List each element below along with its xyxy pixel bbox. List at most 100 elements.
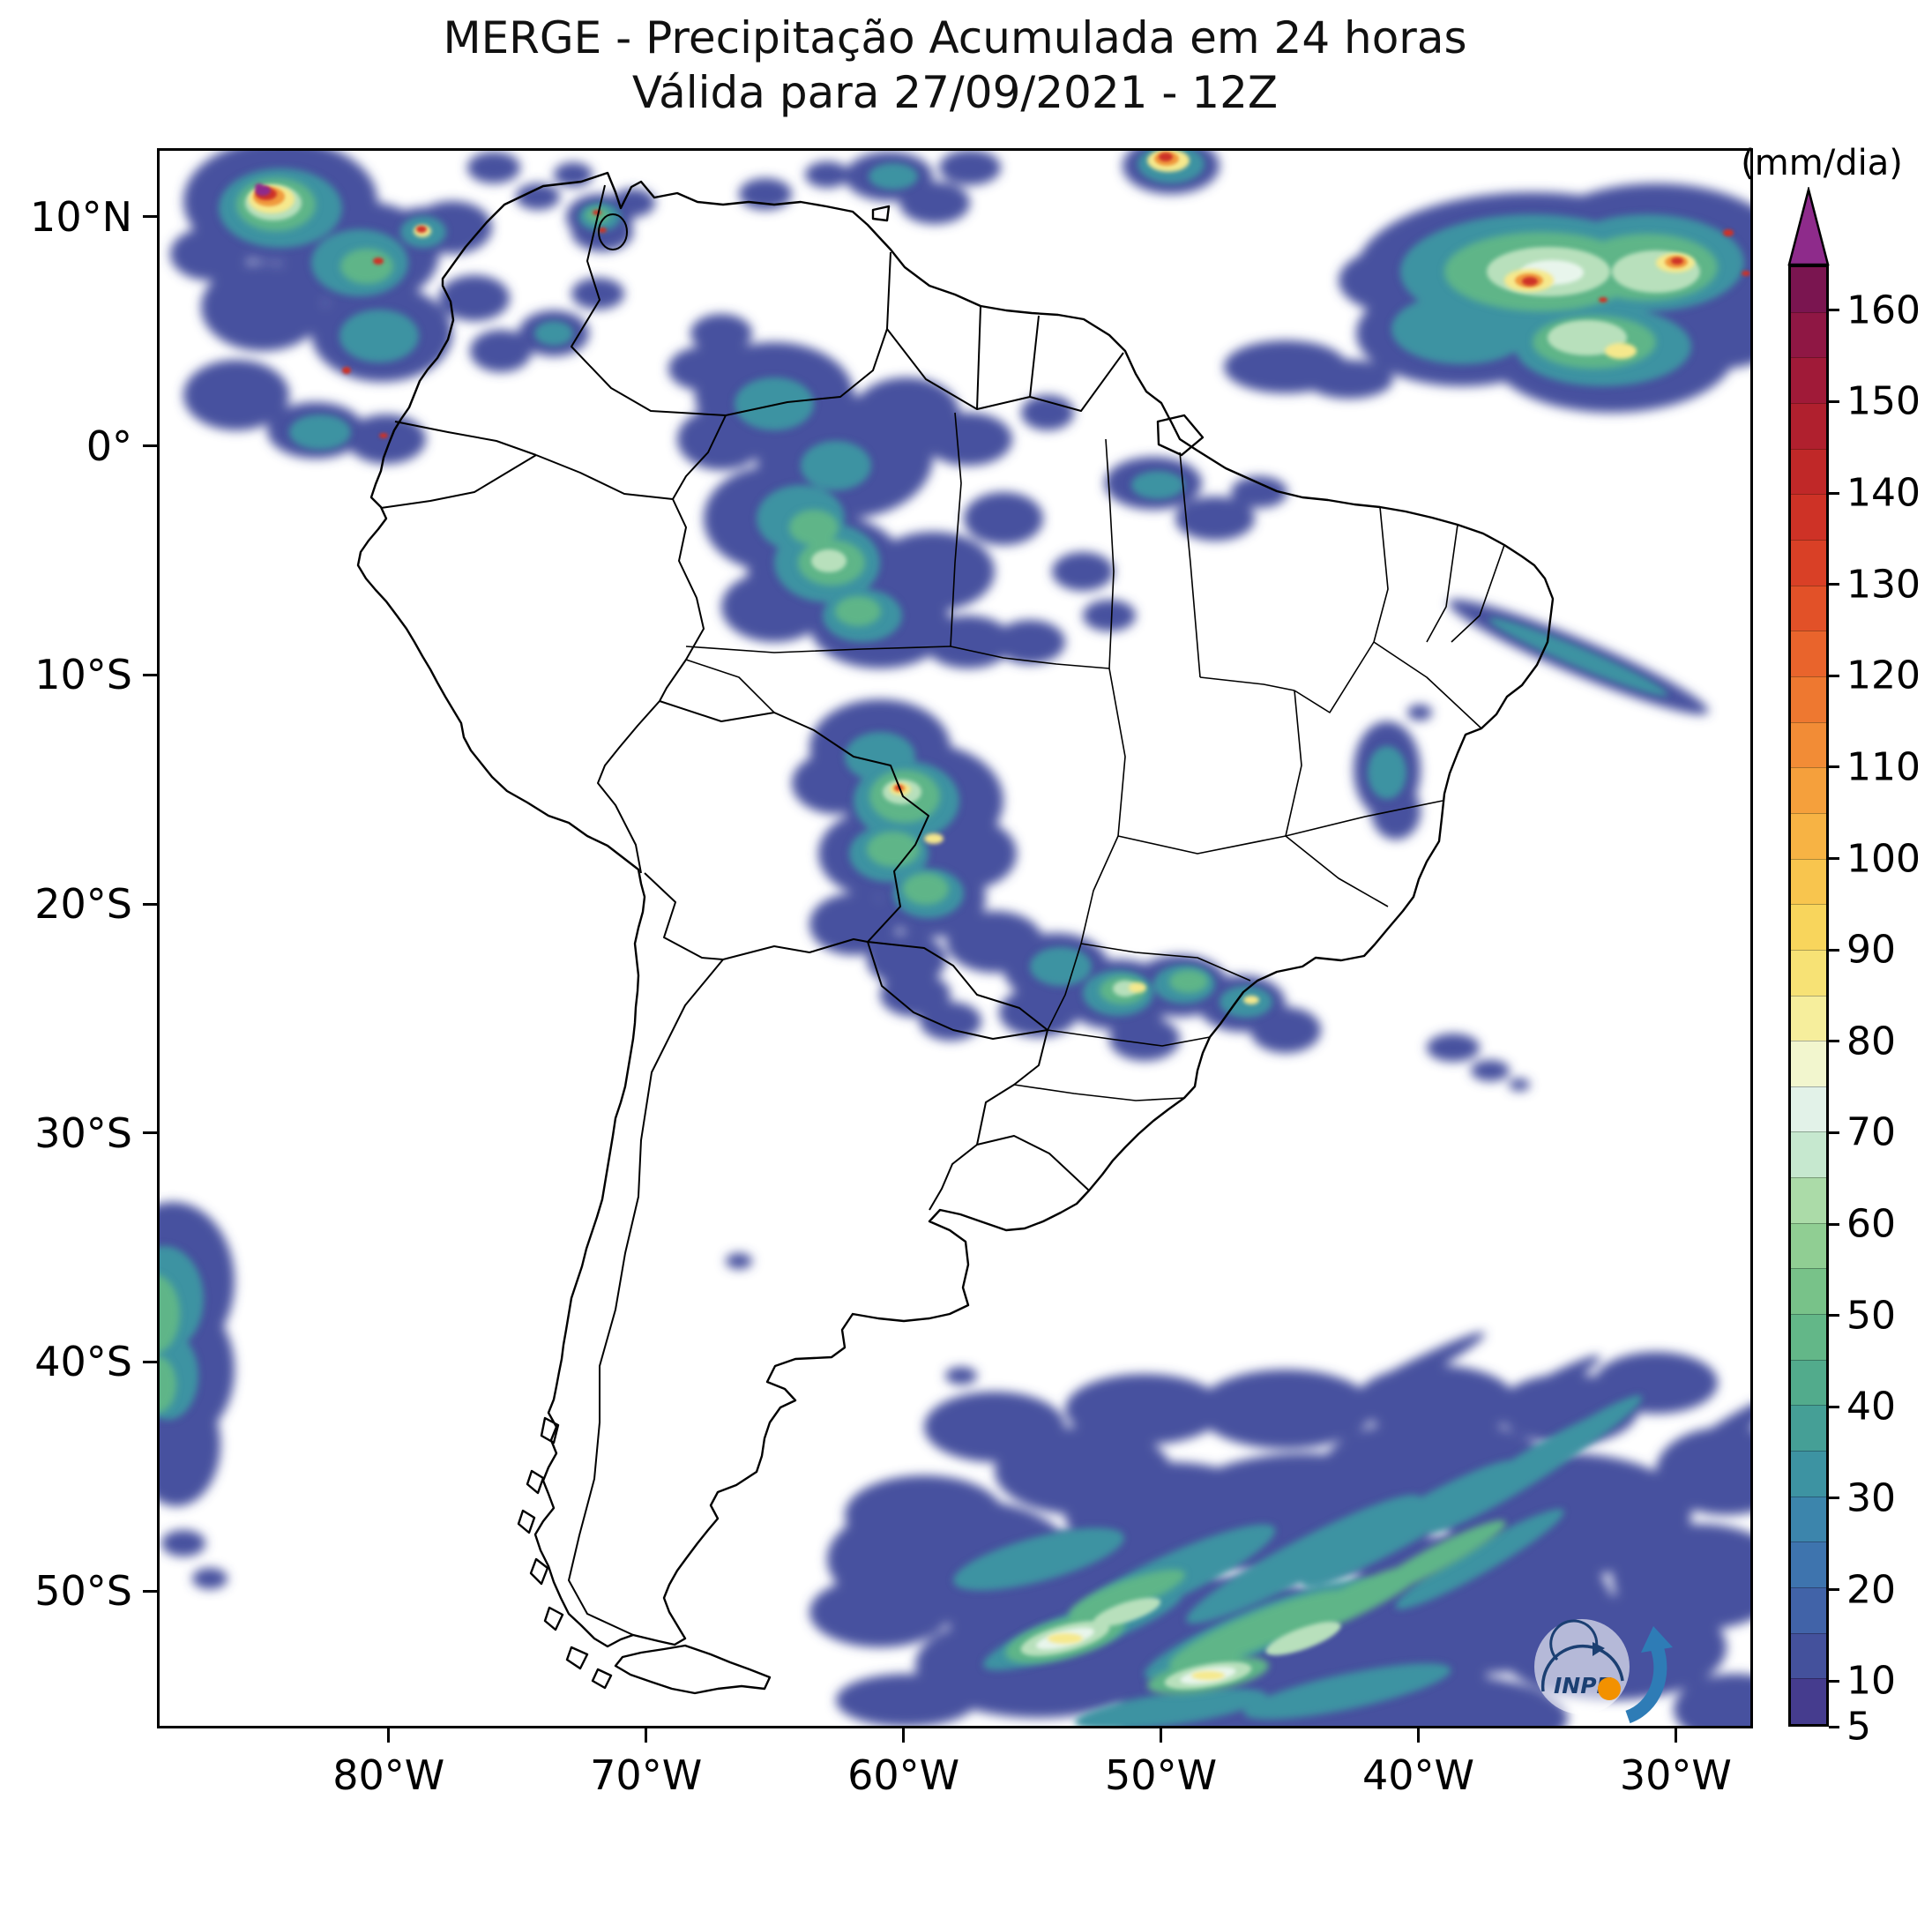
x-axis-tick-label: 60°W bbox=[847, 1751, 960, 1799]
colorbar-segment bbox=[1791, 721, 1826, 768]
colorbar-segment bbox=[1791, 676, 1826, 722]
inpe-logo-orbit-icon bbox=[1540, 1644, 1624, 1692]
colorbar-segment bbox=[1791, 1177, 1826, 1223]
colorbar-tick-label: 30 bbox=[1846, 1475, 1896, 1521]
y-axis-tick bbox=[143, 673, 157, 676]
colorbar-segment bbox=[1791, 1041, 1826, 1086]
colorbar-segment bbox=[1791, 1359, 1826, 1406]
y-axis-tick-label: 20°S bbox=[34, 880, 132, 929]
colorbar-segment bbox=[1791, 1405, 1826, 1452]
y-axis-tick-label: 10°S bbox=[34, 651, 132, 699]
colorbar-tick bbox=[1829, 674, 1839, 677]
y-axis-tick bbox=[143, 1589, 157, 1593]
map-border bbox=[157, 148, 1753, 1728]
colorbar-tick-label: 150 bbox=[1846, 378, 1921, 424]
colorbar-segment bbox=[1791, 1496, 1826, 1542]
colorbar-tick bbox=[1829, 765, 1839, 769]
colorbar-segment bbox=[1791, 267, 1826, 312]
colorbar-tick bbox=[1829, 491, 1839, 495]
y-axis-tick bbox=[143, 215, 157, 219]
colorbar-segment bbox=[1791, 311, 1826, 358]
x-axis-tick-label: 70°W bbox=[590, 1751, 703, 1799]
colorbar-tick-label: 50 bbox=[1846, 1293, 1896, 1339]
colorbar-tick-label: 10 bbox=[1846, 1658, 1896, 1704]
colorbar-segment bbox=[1791, 585, 1826, 631]
colorbar-tick-label: 20 bbox=[1846, 1567, 1896, 1613]
x-axis-tick bbox=[645, 1728, 648, 1743]
figure-title: MERGE - Precipitação Acumulada em 24 hor… bbox=[443, 12, 1467, 63]
y-axis-tick-label: 30°S bbox=[34, 1109, 132, 1157]
x-axis-tick bbox=[1160, 1728, 1163, 1743]
inpe-logo-blue-arrowhead-icon bbox=[1641, 1626, 1673, 1653]
colorbar-segment bbox=[1791, 1451, 1826, 1497]
coastlines-layer bbox=[356, 171, 1555, 1695]
colorbar-tick-label: 60 bbox=[1846, 1201, 1896, 1247]
y-axis-tick bbox=[143, 444, 157, 448]
colorbar-segment bbox=[1791, 448, 1826, 495]
colorbar-tick-label: 130 bbox=[1846, 562, 1921, 608]
colorbar-segment bbox=[1791, 1222, 1826, 1269]
colorbar-segment bbox=[1791, 1632, 1826, 1679]
colorbar-segment bbox=[1791, 904, 1826, 950]
colorbar bbox=[1788, 265, 1829, 1727]
x-axis-tick-label: 50°W bbox=[1105, 1751, 1218, 1799]
inpe-logo: INPE bbox=[1534, 1619, 1673, 1724]
colorbar-tick bbox=[1829, 583, 1839, 586]
state-borders-layer bbox=[685, 412, 1505, 1101]
colorbar-tick-label: 120 bbox=[1846, 653, 1921, 698]
map-panel: INPE bbox=[157, 148, 1753, 1728]
y-axis-tick-label: 40°S bbox=[34, 1338, 132, 1386]
colorbar-segment bbox=[1791, 767, 1826, 813]
precip-moderate-rain-layer bbox=[157, 148, 1744, 1728]
colorbar-segment bbox=[1791, 812, 1826, 859]
y-axis-tick-label: 50°S bbox=[34, 1567, 132, 1616]
figure-subtitle: Válida para 27/09/2021 - 12Z bbox=[631, 67, 1279, 118]
x-axis-tick-label: 30°W bbox=[1619, 1751, 1732, 1799]
colorbar-segment bbox=[1791, 995, 1826, 1041]
colorbar-tick bbox=[1829, 1040, 1839, 1043]
colorbar-tick bbox=[1829, 1314, 1839, 1318]
colorbar-segment bbox=[1791, 1314, 1826, 1360]
x-axis-tick bbox=[902, 1728, 906, 1743]
colorbar-segment bbox=[1791, 539, 1826, 586]
colorbar-tick bbox=[1829, 1497, 1839, 1500]
colorbar-tick-label: 80 bbox=[1846, 1019, 1896, 1064]
colorbar-segment bbox=[1791, 631, 1826, 676]
inpe-logo-inner-swirl-icon bbox=[1549, 1619, 1599, 1661]
south-america-precipitation-map: INPE bbox=[157, 148, 1753, 1728]
colorbar-tick bbox=[1829, 1131, 1839, 1134]
colorbar-tick-label: 160 bbox=[1846, 287, 1921, 333]
x-axis-tick bbox=[1674, 1728, 1677, 1743]
colorbar-tick bbox=[1829, 1405, 1839, 1408]
colorbar-over-arrow-shape bbox=[1787, 187, 1830, 266]
colorbar-tick bbox=[1829, 309, 1839, 312]
colorbar-over-arrow bbox=[1787, 187, 1830, 266]
colorbar-tick bbox=[1829, 399, 1839, 403]
x-axis-tick bbox=[1416, 1728, 1420, 1743]
precip-extreme-core-layer bbox=[255, 183, 271, 196]
y-axis-tick bbox=[143, 1360, 157, 1363]
x-axis-tick-label: 40°W bbox=[1361, 1751, 1474, 1799]
colorbar-tick-label: 90 bbox=[1846, 927, 1896, 973]
inpe-logo-swirl-arrowhead-icon bbox=[1593, 1642, 1605, 1656]
colorbar-tick-label: 110 bbox=[1846, 744, 1921, 790]
colorbar-tick bbox=[1829, 1679, 1839, 1683]
colorbar-tick-label: 40 bbox=[1846, 1384, 1896, 1430]
x-axis-tick-label: 80°W bbox=[332, 1751, 445, 1799]
colorbar-tick-label: 140 bbox=[1846, 470, 1921, 516]
inpe-logo-orange-dot-icon bbox=[1598, 1677, 1621, 1700]
x-axis-tick bbox=[387, 1728, 391, 1743]
colorbar-tick bbox=[1829, 1588, 1839, 1592]
colorbar-segment bbox=[1791, 494, 1826, 540]
colorbar-tick-label: 70 bbox=[1846, 1109, 1896, 1155]
colorbar-tick bbox=[1829, 1725, 1839, 1728]
y-axis-tick-label: 0° bbox=[86, 422, 132, 470]
colorbar-tick bbox=[1829, 1222, 1839, 1226]
colorbar-segment bbox=[1791, 1268, 1826, 1315]
colorbar-segment bbox=[1791, 858, 1826, 905]
colorbar-segment bbox=[1791, 402, 1826, 449]
colorbar-segment bbox=[1791, 1131, 1826, 1178]
colorbar-tick bbox=[1829, 857, 1839, 861]
y-axis-tick bbox=[143, 1131, 157, 1135]
